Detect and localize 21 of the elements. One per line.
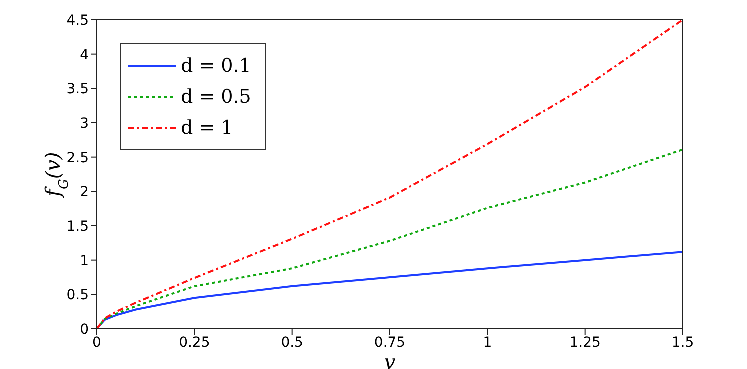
x-tick-label: 1.5 [672,334,694,351]
x-tick-label: 0.5 [281,334,304,351]
y-tick-label: 3.5 [66,82,89,98]
legend-label: d = 0.5 [181,86,252,108]
y-tick-label: 0 [80,322,89,338]
y-tick-label: 2 [80,184,89,201]
y-tick-label: 1 [80,253,89,270]
x-tick-label: 1.25 [570,334,601,351]
legend-label: d = 1 [181,116,234,138]
y-tick-label: 4 [80,47,90,64]
y-tick-label: 1.5 [66,218,89,235]
y-tick-label: 2.5 [66,150,89,166]
y-tick-label: 0.5 [66,288,89,304]
legend-label: d = 0.1 [181,54,252,76]
y-tick-label: 4.5 [66,12,89,29]
y-tick-label: 3 [80,116,89,132]
x-tick-label: 0.25 [179,334,210,351]
x-tick-label: 1 [483,334,492,351]
x-tick-label: 0.75 [374,334,406,351]
x-axis-title: v [384,350,396,369]
x-tick-label: 0 [92,334,102,351]
